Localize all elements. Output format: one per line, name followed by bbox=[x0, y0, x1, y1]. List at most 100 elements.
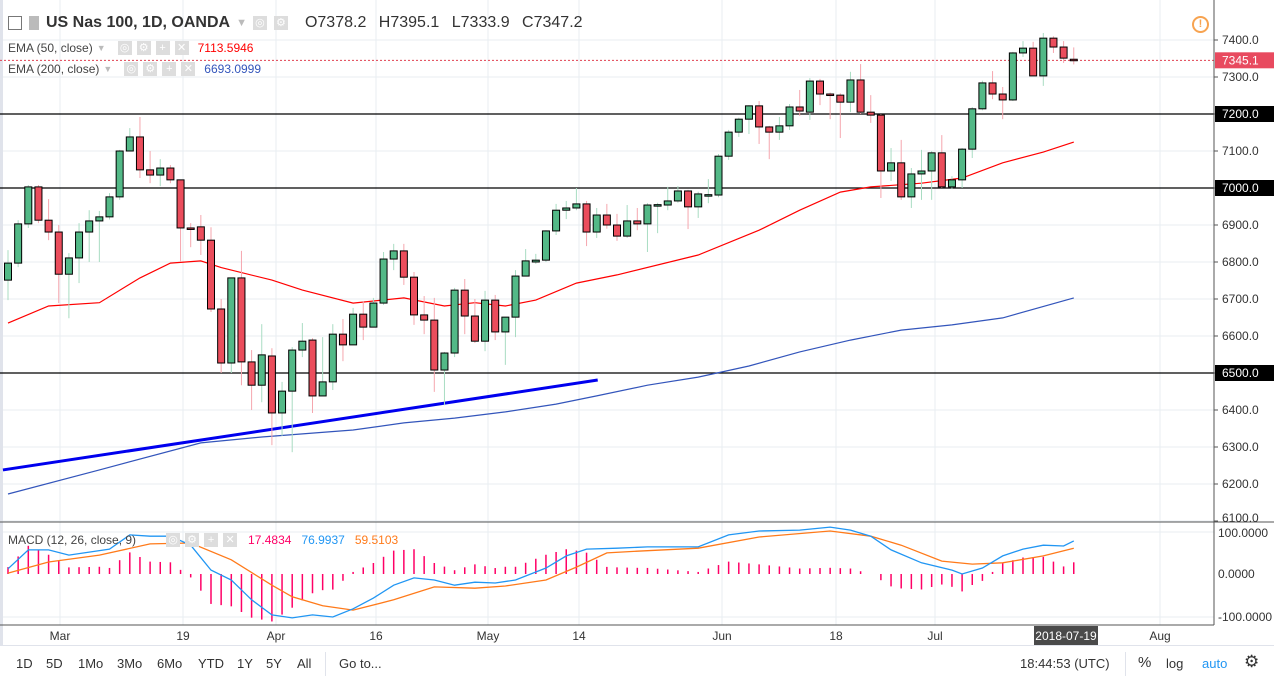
date-tick-label: May bbox=[477, 629, 500, 643]
range-3mo[interactable]: 3Mo bbox=[117, 656, 143, 671]
candle-down bbox=[54, 231, 63, 275]
divider bbox=[1125, 652, 1126, 676]
candle-down bbox=[755, 105, 764, 128]
candle-up bbox=[978, 82, 987, 110]
price-tick-label: 6400.0 bbox=[1222, 403, 1259, 417]
candle-up bbox=[64, 257, 73, 275]
gear-icon[interactable]: ⚙ bbox=[136, 41, 151, 55]
log-toggle[interactable]: log bbox=[1166, 656, 1184, 671]
date-tick-label: 14 bbox=[572, 629, 586, 643]
range-1y[interactable]: 1Y bbox=[237, 656, 253, 671]
candle-up bbox=[257, 354, 266, 386]
candle-down bbox=[430, 319, 439, 371]
candle-up bbox=[440, 352, 449, 371]
percent-toggle[interactable]: % bbox=[1138, 654, 1152, 671]
plus-icon[interactable]: + bbox=[204, 533, 219, 547]
macd-signal-line bbox=[7, 530, 1074, 611]
candle-down bbox=[186, 227, 195, 230]
candle-up bbox=[958, 148, 967, 181]
gear-icon[interactable]: ⚙ bbox=[185, 533, 200, 547]
candle-down bbox=[470, 315, 479, 342]
ohlc-values: O7378.2 H7395.1 L7333.9 C7347.2 bbox=[305, 14, 591, 32]
range-1mo[interactable]: 1Mo bbox=[78, 656, 104, 671]
candle-up bbox=[968, 108, 977, 150]
candle-up bbox=[1008, 52, 1017, 101]
level-price-label: 6500.0 bbox=[1222, 366, 1259, 380]
candle-down bbox=[856, 79, 865, 113]
crosshair-date-tag bbox=[1034, 626, 1098, 645]
date-tick-label: Mar bbox=[50, 629, 71, 643]
collapse-icon[interactable] bbox=[8, 16, 22, 30]
candle-up bbox=[775, 125, 784, 133]
candle-up bbox=[592, 214, 601, 233]
ema50-legend: EMA (50, close) ▼ ◎ ⚙ + ✕ 7113.5946 bbox=[8, 41, 253, 55]
eye-icon[interactable]: ◎ bbox=[124, 62, 139, 76]
candle-down bbox=[876, 114, 885, 172]
range-all[interactable]: All bbox=[297, 656, 312, 671]
candle-down bbox=[613, 224, 621, 237]
range-5y[interactable]: 5Y bbox=[266, 656, 282, 671]
macd-label[interactable]: MACD (12, 26, close, 9) bbox=[8, 533, 137, 547]
flag-icon[interactable] bbox=[29, 16, 39, 30]
eye-icon[interactable]: ◎ bbox=[252, 16, 267, 30]
price-tick-label: 6100.0 bbox=[1222, 511, 1259, 525]
ema200-label[interactable]: EMA (200, close) bbox=[8, 62, 100, 76]
goto-button[interactable]: Go to... bbox=[339, 656, 382, 671]
range-ytd[interactable]: YTD bbox=[198, 656, 224, 671]
macd-signal-value: 59.5103 bbox=[354, 533, 399, 547]
range-5d[interactable]: 5D bbox=[46, 656, 63, 671]
candle-down bbox=[491, 299, 500, 333]
symbol-title[interactable]: US Nas 100, 1D, OANDA bbox=[46, 14, 231, 31]
close-icon[interactable]: ✕ bbox=[181, 62, 196, 76]
price-chart[interactable]: 7400.0 7300.0 7100.0 6900.0 6800.0 6700.0 6600… bbox=[0, 0, 1274, 645]
date-tick-label: Aug bbox=[1149, 629, 1170, 643]
candle-up bbox=[724, 131, 733, 157]
range-6mo[interactable]: 6Mo bbox=[157, 656, 183, 671]
gear-icon[interactable]: ⚙ bbox=[273, 16, 288, 30]
candle-up bbox=[450, 289, 459, 354]
close-icon[interactable]: ✕ bbox=[223, 533, 238, 547]
candle-up bbox=[14, 223, 23, 264]
candle-up bbox=[349, 313, 358, 346]
settings-gear-icon[interactable]: ⚙ bbox=[1244, 652, 1260, 671]
candle-up bbox=[75, 231, 84, 259]
candle-up bbox=[511, 275, 520, 318]
crosshair-date-label: 2018-07-19 bbox=[1035, 629, 1097, 643]
candle-up bbox=[1019, 47, 1027, 54]
eye-icon[interactable]: ◎ bbox=[166, 533, 181, 547]
eye-icon[interactable]: ◎ bbox=[117, 41, 132, 55]
plus-icon[interactable]: + bbox=[162, 62, 177, 76]
candle-up bbox=[744, 105, 753, 120]
ema50-label[interactable]: EMA (50, close) bbox=[8, 41, 93, 55]
candle-up bbox=[552, 209, 561, 232]
candle-down bbox=[410, 276, 418, 316]
auto-toggle[interactable]: auto bbox=[1202, 656, 1228, 671]
last-price-label: 7345.1 bbox=[1222, 53, 1259, 67]
plus-icon[interactable]: + bbox=[155, 41, 170, 55]
close-value: C7347.2 bbox=[522, 14, 583, 31]
gear-icon[interactable]: ⚙ bbox=[143, 62, 158, 76]
warning-icon[interactable]: ! bbox=[1192, 16, 1209, 33]
candle-up bbox=[481, 299, 490, 342]
price-tick-label: 6300.0 bbox=[1222, 440, 1259, 454]
candle-up bbox=[278, 390, 287, 414]
price-tick-label: 6800.0 bbox=[1222, 255, 1259, 269]
chevron-down-icon[interactable]: ▼ bbox=[103, 64, 113, 74]
candle-up bbox=[521, 260, 530, 277]
candle-down bbox=[795, 106, 804, 112]
close-icon[interactable]: ✕ bbox=[174, 41, 189, 55]
candle-down bbox=[1029, 47, 1038, 77]
chevron-down-icon[interactable]: ▼ bbox=[236, 17, 247, 29]
clock[interactable]: 18:44:53 (UTC) bbox=[1020, 656, 1110, 671]
candle-up bbox=[917, 170, 926, 175]
range-1d[interactable]: 1D bbox=[16, 656, 33, 671]
candle-down bbox=[633, 220, 642, 225]
candle-down bbox=[166, 167, 175, 181]
low-value: L7333.9 bbox=[451, 14, 510, 31]
chevron-down-icon[interactable]: ▼ bbox=[96, 43, 106, 53]
candle-up bbox=[887, 162, 896, 172]
price-tick-label: 6200.0 bbox=[1222, 477, 1259, 491]
candle-down bbox=[897, 162, 906, 198]
price-tick-label: 7400.0 bbox=[1222, 33, 1259, 47]
trendline bbox=[2, 378, 598, 472]
